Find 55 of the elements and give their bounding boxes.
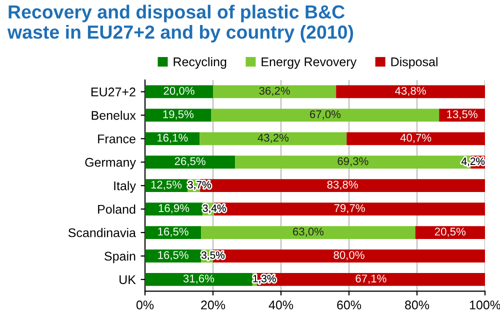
y-tick-label: UK xyxy=(120,275,136,284)
x-tick-label: 20% xyxy=(201,300,226,310)
data-label: 36,2% xyxy=(259,86,290,96)
bar xyxy=(145,132,200,146)
bar xyxy=(200,132,347,146)
bar xyxy=(145,226,202,239)
data-label: 16,1% xyxy=(157,134,188,143)
legend-label: Disposal xyxy=(391,57,438,69)
y-tick-label: EU27+2 xyxy=(91,88,136,96)
x-tick-label: 80% xyxy=(405,300,430,310)
bar xyxy=(346,132,485,146)
data-label: 26,5% xyxy=(174,157,206,166)
data-label: 79,7% xyxy=(334,204,365,214)
x-tick-label: 60% xyxy=(337,300,362,310)
data-label: 16,5% xyxy=(158,251,188,260)
data-label: 20,5% xyxy=(434,228,466,237)
data-label: 69,3% xyxy=(338,157,368,166)
data-label: 80,0% xyxy=(334,251,364,260)
bar xyxy=(213,85,336,98)
bar xyxy=(145,250,202,262)
data-label: 16,5% xyxy=(158,228,188,237)
data-label: 67,1% xyxy=(356,274,386,284)
data-label: 13,5% xyxy=(447,110,478,120)
data-label: 16,9% xyxy=(158,204,190,214)
data-label: 67,0% xyxy=(310,110,341,120)
y-tick-label: Benelux xyxy=(92,110,136,120)
legend-label: Energy Revovery xyxy=(262,58,357,69)
y-tick-label: Poland xyxy=(98,204,136,214)
bar xyxy=(211,108,440,122)
x-tick-label: 0% xyxy=(136,300,154,310)
data-label: 20,0% xyxy=(164,86,194,96)
bar xyxy=(145,108,212,122)
data-label: 43,2% xyxy=(258,134,289,143)
data-label: 19,5% xyxy=(163,110,194,120)
bar xyxy=(415,226,485,239)
bar xyxy=(145,273,252,286)
y-tick-label: Spain xyxy=(104,251,136,264)
data-label: 40,7% xyxy=(400,134,432,143)
bar xyxy=(145,156,236,169)
data-label: 12,5% xyxy=(151,180,182,190)
bar xyxy=(145,202,202,216)
data-label: 63,0% xyxy=(293,228,324,237)
chart-title: Recovery and disposal of plastic B&C waste in EU27+2 and by country (2010) xyxy=(7,4,354,42)
y-tick-label: Italy xyxy=(114,181,136,193)
legend-label: Recycling xyxy=(174,57,226,69)
bar xyxy=(336,85,485,98)
bar xyxy=(201,226,416,239)
data-label: 31,6% xyxy=(183,274,214,284)
data-label: 43,8% xyxy=(395,86,426,96)
x-tick-label: 40% xyxy=(268,300,294,310)
y-tick-label: Germany xyxy=(85,158,136,170)
y-tick-label: Scandinavia xyxy=(68,228,136,238)
y-tick-label: France xyxy=(98,134,136,144)
data-label: 83,8% xyxy=(327,180,358,190)
data-label: 3,5% xyxy=(201,251,224,260)
